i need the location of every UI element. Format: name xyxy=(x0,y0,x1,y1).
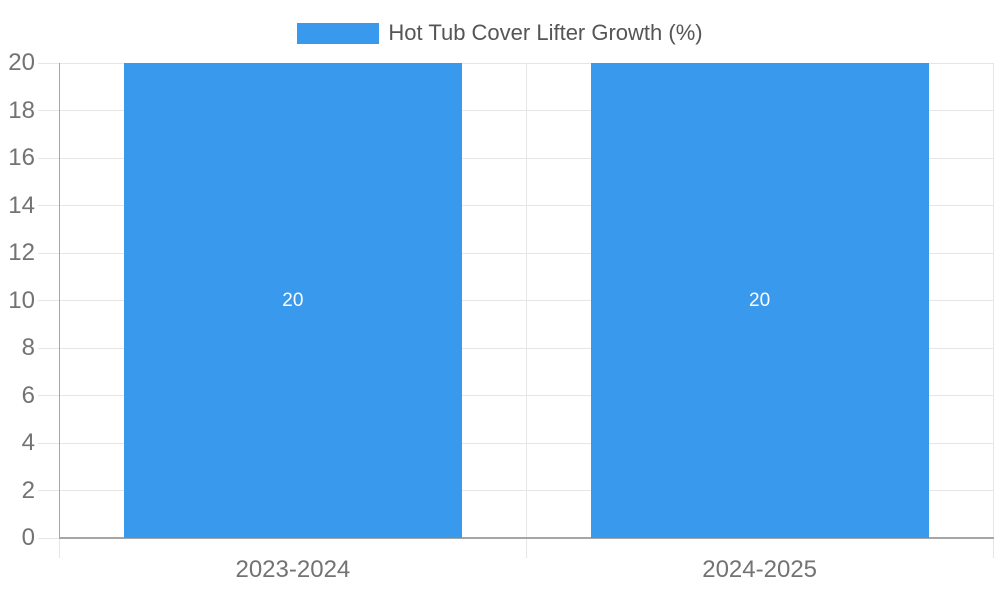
y-tick-label: 14 xyxy=(8,191,35,219)
y-tick-label: 10 xyxy=(8,286,35,314)
y-tick-label: 8 xyxy=(21,334,35,361)
gridline-vertical xyxy=(992,63,994,538)
x-tick xyxy=(525,538,527,558)
y-tick xyxy=(38,347,60,349)
legend[interactable]: Hot Tub Cover Lifter Growth (%) xyxy=(0,22,1000,44)
gridline-vertical xyxy=(525,63,527,538)
x-axis-line xyxy=(59,537,994,539)
y-tick-label: 6 xyxy=(21,381,35,409)
y-tick xyxy=(38,252,60,254)
bar-2023-2024[interactable] xyxy=(123,63,462,538)
legend-swatch-icon xyxy=(297,22,380,44)
y-tick-label: 2 xyxy=(21,476,35,504)
y-tick xyxy=(38,490,60,491)
x-tick-label: 2023-2024 xyxy=(235,556,351,583)
y-tick-label: 4 xyxy=(21,429,35,456)
y-tick xyxy=(38,300,60,301)
y-tick-label: 20 xyxy=(8,49,35,76)
y-tick xyxy=(38,395,60,396)
y-tick xyxy=(38,110,60,111)
y-tick-label: 12 xyxy=(8,239,35,266)
y-tick-label: 16 xyxy=(8,144,35,171)
y-tick xyxy=(38,157,60,159)
y-tick xyxy=(38,537,60,539)
y-axis-line xyxy=(59,63,60,538)
y-tick xyxy=(38,62,60,64)
bar-2024-2025[interactable] xyxy=(590,63,929,538)
y-tick xyxy=(38,205,60,206)
x-tick xyxy=(59,538,60,558)
x-tick xyxy=(992,538,994,558)
bar-value-label: 20 xyxy=(749,289,771,311)
legend-label: Hot Tub Cover Lifter Growth (%) xyxy=(388,20,703,45)
bar-value-label: 20 xyxy=(282,289,304,311)
y-tick-label: 0 xyxy=(21,524,35,551)
y-tick-label: 18 xyxy=(8,96,35,124)
y-tick xyxy=(38,442,60,444)
x-tick-label: 2024-2025 xyxy=(702,556,818,583)
